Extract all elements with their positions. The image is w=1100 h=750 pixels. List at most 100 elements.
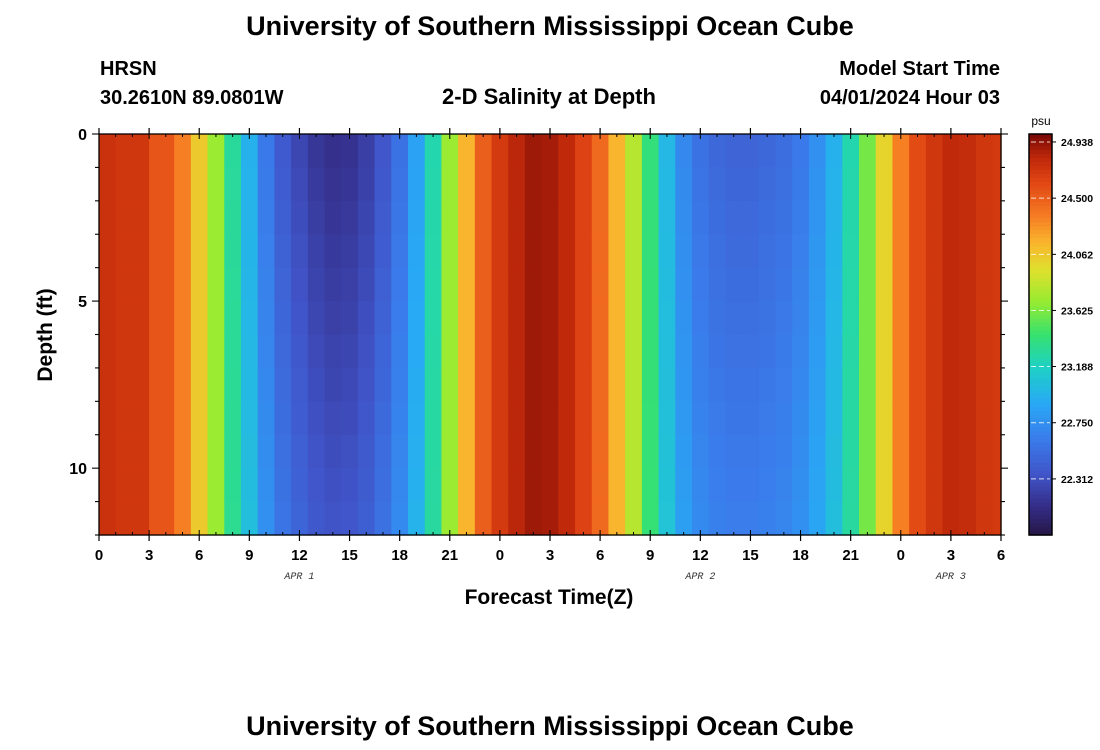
heatmap-cell: [508, 134, 526, 169]
heatmap-cell: [808, 468, 827, 503]
date-label: APR 1: [283, 572, 314, 583]
heatmap-cell: [892, 301, 910, 336]
colorbar-swatch: [1029, 402, 1052, 408]
heatmap-cell: [374, 367, 392, 402]
colorbar-swatch: [1029, 194, 1052, 199]
heatmap-cell: [190, 401, 209, 436]
heatmap-cell: [825, 234, 843, 269]
heatmap-cell: [491, 334, 509, 369]
heatmap-cell: [825, 167, 843, 202]
heatmap-cell: [625, 267, 643, 302]
heatmap-cell: [909, 234, 927, 269]
heatmap-cell: [959, 501, 977, 536]
heatmap-cell: [441, 434, 459, 469]
colorbar-swatch: [1029, 142, 1052, 147]
station-name: HRSN: [100, 58, 157, 80]
heatmap-cell: [675, 234, 693, 269]
heatmap-cell: [441, 200, 459, 235]
heatmap-cell: [575, 501, 593, 536]
heatmap-cell: [859, 334, 877, 369]
heatmap-cell: [742, 301, 760, 336]
heatmap-cell: [658, 267, 676, 302]
heatmap-cell: [608, 367, 626, 402]
heatmap-cell: [257, 267, 275, 302]
heatmap-cell: [324, 234, 342, 269]
heatmap-cell: [99, 401, 117, 436]
heatmap-cell: [391, 401, 409, 436]
heatmap-cell: [875, 334, 894, 369]
heatmap-cell: [115, 367, 150, 402]
heatmap-cell: [909, 301, 927, 336]
heatmap-cell: [324, 367, 342, 402]
heatmap-cell: [792, 134, 810, 169]
heatmap-cell: [274, 134, 292, 169]
colorbar-swatch: [1029, 278, 1052, 283]
heatmap-cell: [257, 234, 275, 269]
y-tick-label: 5: [78, 294, 87, 311]
heatmap-cell: [374, 267, 392, 302]
colorbar-swatch: [1029, 282, 1052, 287]
heatmap-cell: [892, 134, 910, 169]
heatmap-cell: [391, 434, 409, 469]
heatmap-cell: [458, 234, 476, 269]
heatmap-cell: [341, 367, 359, 402]
heatmap-cell: [357, 501, 376, 536]
colorbar-swatch: [1029, 242, 1052, 247]
heatmap-cell: [608, 301, 626, 336]
heatmap-cell: [575, 401, 593, 436]
footer-title: University of Southern Mississippi Ocean…: [246, 711, 854, 741]
heatmap-cell: [575, 468, 593, 503]
heatmap-cell: [307, 367, 326, 402]
heatmap-cell: [174, 501, 192, 536]
heatmap-cell: [959, 234, 977, 269]
heatmap-cell: [775, 434, 793, 469]
x-tick-label: 18: [792, 547, 809, 564]
heatmap-cell: [190, 334, 209, 369]
colorbar-swatch: [1029, 362, 1052, 368]
heatmap-cell: [174, 367, 192, 402]
heatmap-cell: [491, 267, 509, 302]
heatmap-cell: [859, 167, 877, 202]
heatmap-cell: [508, 301, 526, 336]
heatmap-cell: [524, 301, 543, 336]
colorbar-swatch: [1029, 290, 1052, 295]
heatmap-cell: [942, 134, 960, 169]
heatmap-cell: [391, 367, 409, 402]
heatmap-cell: [441, 267, 459, 302]
heatmap-cell: [808, 401, 827, 436]
heatmap-cell: [257, 167, 275, 202]
heatmap-cell: [508, 267, 526, 302]
heatmap-cell: [115, 434, 150, 469]
heatmap-cell: [758, 267, 777, 302]
heatmap-cell: [691, 167, 710, 202]
heatmap-cell: [808, 134, 827, 169]
colorbar-swatch: [1029, 494, 1052, 500]
heatmap-cell: [758, 468, 777, 503]
heatmap-cell: [892, 367, 910, 402]
chart-title: 2-D Salinity at Depth: [442, 84, 656, 109]
heatmap-cell: [925, 301, 944, 336]
heatmap-cell: [742, 167, 760, 202]
heatmap-cell: [491, 434, 509, 469]
heatmap-cell: [115, 200, 150, 235]
heatmap-cell: [174, 167, 192, 202]
heatmap-cell: [875, 367, 894, 402]
heatmap-cell: [975, 267, 994, 302]
heatmap-cell: [691, 134, 710, 169]
heatmap-cell: [608, 167, 626, 202]
heatmap-cell: [207, 334, 225, 369]
heatmap-cell: [391, 134, 409, 169]
heatmap-cell: [99, 134, 117, 169]
colorbar-swatch: [1029, 338, 1052, 344]
heatmap-cell: [708, 134, 726, 169]
heatmap-cell: [224, 501, 242, 536]
heatmap-cell: [391, 200, 409, 235]
heatmap-cell: [658, 234, 676, 269]
colorbar-swatch: [1029, 366, 1052, 372]
heatmap-cell: [291, 367, 309, 402]
heatmap-cell: [99, 200, 117, 235]
heatmap-cell: [341, 501, 359, 536]
heatmap-cell: [808, 301, 827, 336]
station-coords: 30.2610N 89.0801W: [100, 87, 284, 109]
heatmap-cell: [324, 501, 342, 536]
